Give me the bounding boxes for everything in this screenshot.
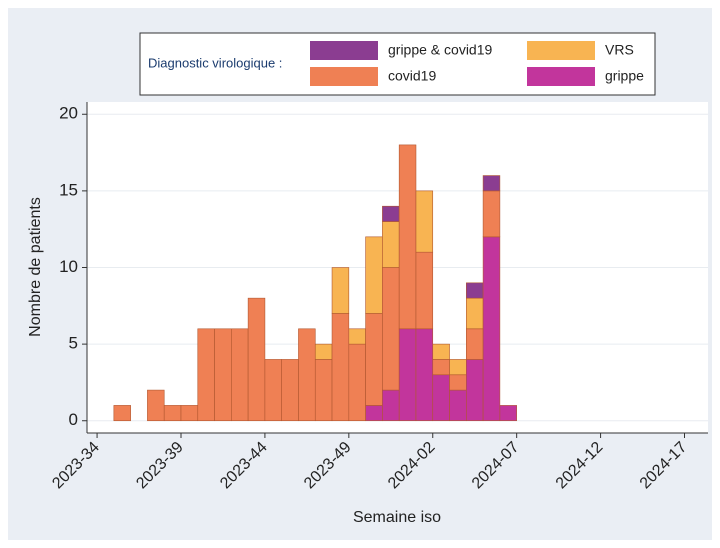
legend-title: Diagnostic virologique : (148, 55, 282, 70)
bar (382, 389, 400, 422)
bar (415, 328, 434, 422)
bar (466, 282, 484, 299)
bar (415, 190, 434, 253)
bar (314, 343, 333, 360)
bar (482, 175, 501, 192)
bar (398, 328, 417, 422)
bar (432, 374, 450, 422)
legend-swatch (527, 41, 595, 60)
bar (264, 359, 282, 422)
x-axis-label: Semaine iso (353, 509, 441, 526)
bar (214, 328, 232, 422)
bar (365, 313, 383, 406)
legend-label: grippe & covid19 (388, 42, 493, 58)
bar (331, 267, 350, 314)
bar (163, 405, 182, 422)
y-tick-label: 10 (59, 257, 78, 276)
bar (147, 389, 165, 422)
bar (398, 144, 417, 330)
bar (432, 359, 450, 376)
y-tick-label: 15 (59, 180, 78, 199)
bar (331, 313, 350, 422)
bar (449, 374, 467, 391)
bar (348, 343, 366, 422)
bar (382, 205, 400, 222)
bar (382, 267, 400, 391)
bar (449, 389, 467, 422)
legend-label: covid19 (388, 68, 436, 84)
bar (482, 236, 501, 422)
legend-label: grippe (605, 68, 644, 84)
bar (314, 359, 333, 422)
bar (180, 405, 199, 422)
y-tick-label: 20 (59, 104, 78, 123)
bar (365, 236, 383, 314)
bar (482, 190, 501, 238)
bar (382, 221, 400, 268)
bar (466, 359, 484, 422)
bar (466, 328, 484, 360)
y-axis-label: Nombre de patients (27, 197, 44, 337)
legend-label: VRS (605, 42, 634, 58)
bar (247, 297, 266, 422)
y-tick-label: 5 (69, 334, 78, 353)
legend-swatch (310, 41, 378, 60)
bar (499, 405, 517, 422)
bar (197, 328, 215, 422)
bar (365, 405, 383, 422)
y-tick-label: 0 (69, 410, 78, 429)
legend-swatch (310, 67, 378, 86)
bar (113, 405, 131, 422)
legend-swatch (527, 67, 595, 86)
bar (449, 359, 467, 376)
bar (298, 328, 316, 422)
bar (466, 297, 484, 330)
bar (415, 251, 434, 330)
bar (231, 328, 249, 422)
bar (348, 328, 366, 345)
bar (281, 359, 299, 422)
bar (432, 343, 450, 360)
